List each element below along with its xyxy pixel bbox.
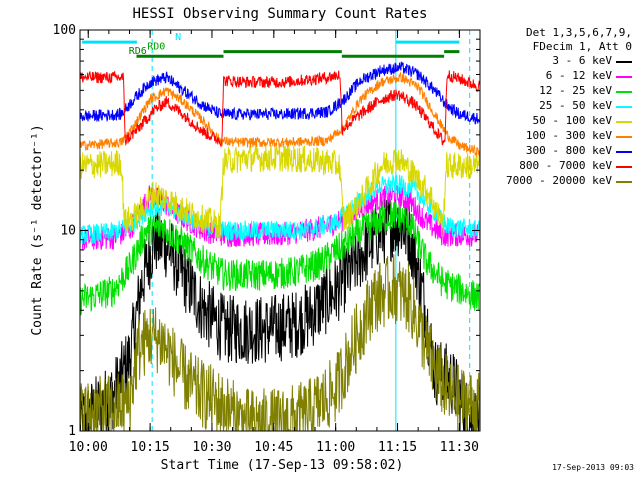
x-tick-label-1: 10:15 <box>131 440 170 455</box>
legend-entry-label: 6 - 12 keV <box>545 69 612 82</box>
legend-swatch <box>616 61 632 63</box>
legend-entry-3: 25 - 50 keV <box>490 99 634 114</box>
annotation-label-0: N <box>175 32 181 43</box>
legend-entry-2: 12 - 25 keV <box>490 84 634 99</box>
legend-entry-label: 50 - 100 keV <box>532 114 612 127</box>
x-tick-label-3: 10:45 <box>254 440 293 455</box>
series-8 <box>79 254 481 432</box>
series-1 <box>79 184 481 251</box>
y-tick-label-2: 100 <box>53 23 76 38</box>
legend-entry-label: 300 - 800 keV <box>525 144 612 157</box>
y-axis-label: Count Rate (s⁻¹ detector⁻¹) <box>30 124 45 335</box>
legend-swatch <box>616 181 632 183</box>
x-tick-label-5: 11:15 <box>378 440 417 455</box>
x-axis-label: Start Time (17-Sep-13 09:58:02) <box>161 458 404 473</box>
series-2 <box>79 200 481 316</box>
legend-header-line-2: FDecim 1, Att 0 <box>532 40 632 53</box>
legend-entry-5: 100 - 300 keV <box>490 129 634 144</box>
axes: 10:00 10:15 10:30 10:45 11:00 11:15 11:30 1 10 10… <box>53 23 481 455</box>
x-tick-label-6: 11:30 <box>440 440 479 455</box>
y-tick-label-0: 1 <box>68 424 76 439</box>
legend-entries: 3 - 6 keV 6 - 12 keV 12 - 25 keV 25 - 50 ke… <box>490 54 634 189</box>
generation-timestamp: 17-Sep-2013 09:03 <box>552 463 634 472</box>
series-7 <box>79 70 481 147</box>
chart-title: HESSI Observing Summary Count Rates <box>132 6 427 22</box>
x-tick-label-4: 11:00 <box>316 440 355 455</box>
legend: Det 1,3,5,6,7,9, FDecim 1, Att 0 3 - 6 k… <box>490 26 634 189</box>
legend-swatch <box>616 76 632 78</box>
annotation-label-1: RD0 <box>147 42 165 53</box>
legend-swatch <box>616 121 632 123</box>
x-tick-label-2: 10:30 <box>192 440 231 455</box>
legend-entry-7: 800 - 7000 keV <box>490 159 634 174</box>
legend-swatch <box>616 91 632 93</box>
legend-swatch <box>616 106 632 108</box>
x-tick-label-0: 10:00 <box>69 440 108 455</box>
legend-entry-4: 50 - 100 keV <box>490 114 634 129</box>
legend-entry-label: 12 - 25 keV <box>539 84 612 97</box>
legend-swatch <box>616 136 632 138</box>
legend-entry-0: 3 - 6 keV <box>490 54 634 69</box>
legend-entry-label: 3 - 6 keV <box>552 54 612 67</box>
legend-entry-8: 7000 - 20000 keV <box>490 174 634 189</box>
series-4 <box>79 143 481 240</box>
legend-entry-label: 7000 - 20000 keV <box>506 174 612 187</box>
annotation-label-2: RD6 <box>129 46 147 57</box>
legend-swatch <box>616 151 632 153</box>
series-3 <box>79 173 481 245</box>
series-6 <box>79 61 481 125</box>
legend-entry-label: 25 - 50 keV <box>539 99 612 112</box>
y-tick-label-1: 10 <box>60 224 76 239</box>
series-layer <box>79 61 481 432</box>
legend-swatch <box>616 166 632 168</box>
legend-header-line-1: Det 1,3,5,6,7,9, <box>526 26 632 39</box>
legend-entry-label: 100 - 300 keV <box>525 129 612 142</box>
legend-entry-6: 300 - 800 keV <box>490 144 634 159</box>
legend-entry-label: 800 - 7000 keV <box>519 159 612 172</box>
legend-entry-1: 6 - 12 keV <box>490 69 634 84</box>
series-0 <box>79 197 481 432</box>
series-5 <box>79 71 481 157</box>
